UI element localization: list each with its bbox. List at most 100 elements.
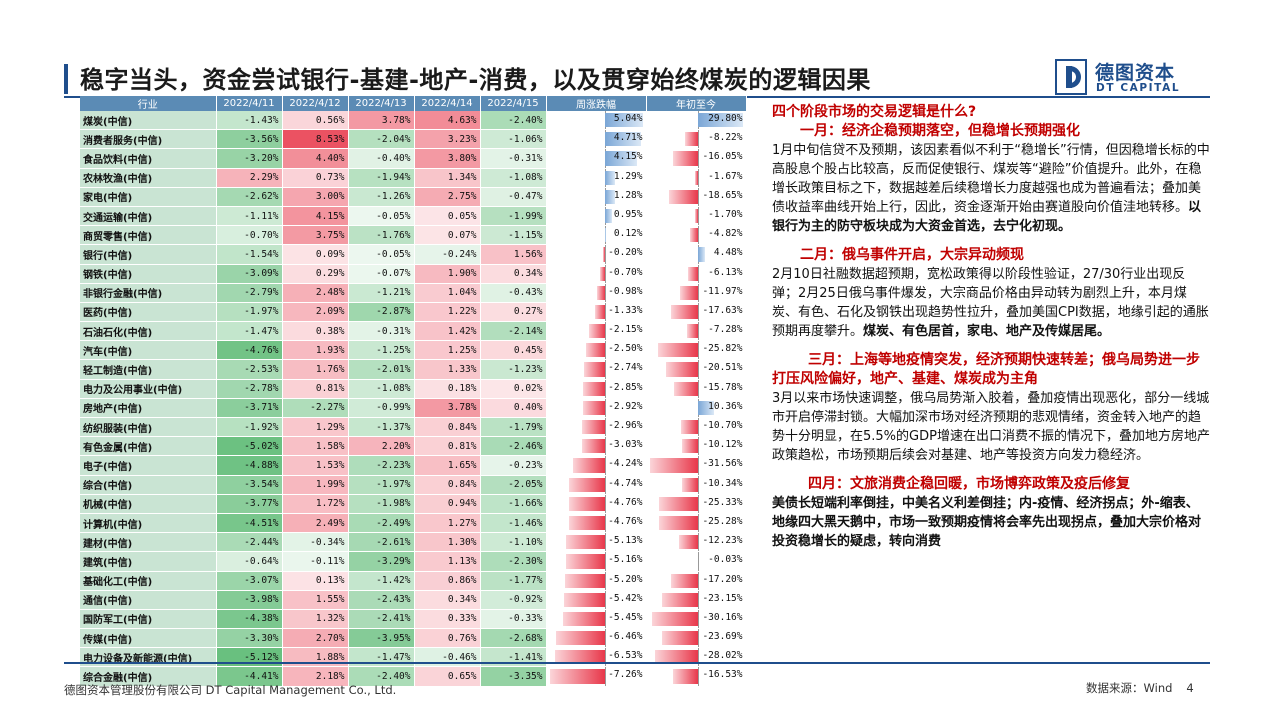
footer-divider: [64, 662, 1210, 664]
daily-change-cell: 0.56%: [282, 111, 349, 131]
bar-value: 10.36%: [708, 400, 743, 412]
daily-change-cell: 0.76%: [414, 628, 481, 649]
bar-axis: [604, 245, 606, 263]
daily-change-cell: 0.81%: [282, 379, 349, 399]
daily-change-cell: 4.15%: [282, 206, 349, 227]
bar-value: -15.78%: [702, 381, 743, 393]
bar-axis: [604, 667, 606, 686]
bar-mark: [565, 573, 605, 588]
bar-value: -17.63%: [702, 304, 743, 316]
weekly-change-bar-cell: -0.98%: [546, 283, 647, 303]
daily-change-cell: -1.97%: [348, 475, 415, 495]
bar-axis: [604, 283, 606, 302]
industry-name: 综合金融(中信): [80, 666, 217, 687]
daily-change-cell: -2.68%: [480, 628, 547, 649]
bar-axis: [697, 475, 699, 494]
table-row: 电力及公用事业(中信) -2.78% 0.81% -1.08% 0.18% 0.02% -2…: [80, 379, 747, 399]
daily-change-cell: -2.46%: [480, 436, 547, 457]
bar-value: 29.80%: [708, 113, 743, 124]
bar-axis: [604, 552, 606, 570]
daily-change-cell: -0.11%: [282, 551, 349, 572]
bar-mark: [697, 400, 714, 415]
bar-axis: [604, 494, 606, 513]
bar-axis: [697, 283, 699, 302]
daily-change-cell: -0.24%: [414, 244, 481, 265]
daily-change-cell: 0.27%: [480, 302, 547, 323]
daily-change-cell: 0.07%: [414, 225, 481, 246]
weekly-change-bar-cell: 1.28%: [546, 187, 647, 207]
industry-name: 钢铁(中信): [80, 264, 217, 284]
bar-value: -4.82%: [708, 228, 743, 240]
industry-name: 计算机(中信): [80, 513, 217, 534]
bar-axis: [604, 379, 606, 398]
daily-change-cell: -1.11%: [216, 206, 283, 227]
weekly-change-bar-cell: 4.71%: [546, 129, 647, 150]
ytd-change-bar-cell: -25.82%: [646, 340, 747, 361]
bar-value: -0.20%: [608, 247, 643, 259]
daily-change-cell: 1.53%: [282, 455, 349, 476]
bar-mark: [555, 650, 605, 665]
analysis-panel: 四个阶段市场的交易逻辑是什么? 一月：经济企稳预期落空，但稳增长预期强化 1月中…: [772, 103, 1210, 551]
daily-change-cell: -3.95%: [348, 628, 415, 649]
bar-axis: [604, 264, 606, 283]
bar-mark: [563, 592, 605, 607]
daily-change-cell: -2.49%: [348, 513, 415, 534]
daily-change-cell: 2.49%: [282, 513, 349, 534]
stage4-body: 美债长短端利率倒挂，中美名义利差倒挂；内-疫情、经济拐点；外-缩表、地缘四大黑天…: [772, 496, 1202, 549]
weekly-change-bar-cell: -2.50%: [546, 340, 647, 361]
table-row: 计算机(中信) -4.51% 2.49% -2.49% 1.27% -1.46% -4.76…: [80, 513, 747, 534]
footer-source: 数据来源：Wind: [1086, 681, 1173, 695]
daily-change-cell: -0.43%: [480, 283, 547, 303]
ytd-change-bar-cell: -0.03%: [646, 551, 747, 572]
bar-value: -25.82%: [702, 343, 743, 355]
bar-axis: [604, 609, 606, 628]
weekly-change-bar-cell: -0.70%: [546, 264, 647, 284]
daily-change-cell: -2.01%: [348, 359, 415, 380]
daily-change-cell: -2.27%: [282, 398, 349, 419]
daily-change-cell: -4.41%: [216, 666, 283, 687]
bar-mark: [673, 151, 698, 166]
bar-value: 5.04%: [613, 113, 643, 124]
stage1-body: 1月中旬信贷不及预期，该因素看似不利于“稳增长”行情，但因稳增长标的中高股息个股…: [772, 143, 1210, 215]
bar-value: -4.74%: [608, 477, 643, 489]
daily-change-cell: 0.73%: [282, 168, 349, 188]
daily-change-cell: 1.90%: [414, 264, 481, 284]
table-row: 家电(中信) -2.62% 3.00% -1.26% 2.75% -0.47% 1.28% -…: [80, 187, 747, 207]
bar-mark: [685, 132, 698, 147]
bar-value: -1.67%: [708, 170, 743, 182]
bar-value: 0.95%: [613, 208, 643, 220]
daily-change-cell: -3.20%: [216, 148, 283, 169]
industry-name: 综合(中信): [80, 475, 217, 495]
bar-mark: [604, 170, 615, 185]
ytd-change-bar-cell: -1.70%: [646, 206, 747, 227]
ytd-change-bar-cell: -28.02%: [646, 647, 747, 668]
stage3-heading: 三月：上海等地疫情突发，经济预期快速转差；俄乌局势进一步打压风险偏好，地产、基建…: [772, 352, 1200, 387]
table-row: 非银行金融(中信) -2.79% 2.48% -1.21% 1.04% -0.43% -0.…: [80, 283, 747, 303]
header-industry: 行业: [80, 96, 217, 111]
bar-axis: [604, 648, 606, 666]
bar-value: -1.33%: [608, 304, 643, 316]
daily-change-cell: -1.77%: [480, 571, 547, 591]
bar-axis: [697, 130, 699, 148]
industry-name: 纺织服装(中信): [80, 417, 217, 438]
bar-value: -2.85%: [608, 381, 643, 393]
ytd-change-bar-cell: -7.28%: [646, 321, 747, 342]
ytd-change-bar-cell: -23.15%: [646, 590, 747, 610]
stage2-text: 2月10日社融数据超预期，宽松政策得以阶段性验证，27/30行业出现反弹；2月2…: [772, 265, 1210, 341]
table-row: 交通运输(中信) -1.11% 4.15% -0.05% 0.05% -1.99% 0.95…: [80, 206, 747, 227]
table-row: 建筑(中信) -0.64% -0.11% -3.29% 1.13% -2.30% -5.16…: [80, 551, 747, 572]
industry-name: 建材(中信): [80, 532, 217, 553]
weekly-change-bar-cell: 1.29%: [546, 168, 647, 188]
daily-change-cell: 1.55%: [282, 590, 349, 610]
daily-change-cell: -0.31%: [348, 321, 415, 342]
daily-change-cell: 3.00%: [282, 187, 349, 207]
table-row: 商贸零售(中信) -0.70% 3.75% -1.76% 0.07% -1.15% 0.12…: [80, 225, 747, 246]
bar-value: -2.50%: [608, 343, 643, 355]
bar-mark: [604, 151, 637, 166]
bar-mark: [585, 343, 605, 358]
weekly-change-bar-cell: -7.26%: [546, 666, 647, 687]
daily-change-cell: -2.30%: [480, 551, 547, 572]
table-row: 基础化工(中信) -3.07% 0.13% -1.42% 0.86% -1.77% -5.2…: [80, 571, 747, 591]
bar-axis: [604, 590, 606, 609]
bar-axis: [604, 629, 606, 647]
